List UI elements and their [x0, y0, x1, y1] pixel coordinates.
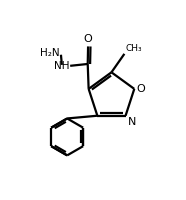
- Text: N: N: [128, 117, 137, 127]
- Text: H₂N: H₂N: [40, 48, 60, 58]
- Text: CH₃: CH₃: [125, 44, 142, 53]
- Text: NH: NH: [54, 61, 69, 71]
- Text: O: O: [84, 34, 92, 44]
- Text: O: O: [137, 84, 145, 94]
